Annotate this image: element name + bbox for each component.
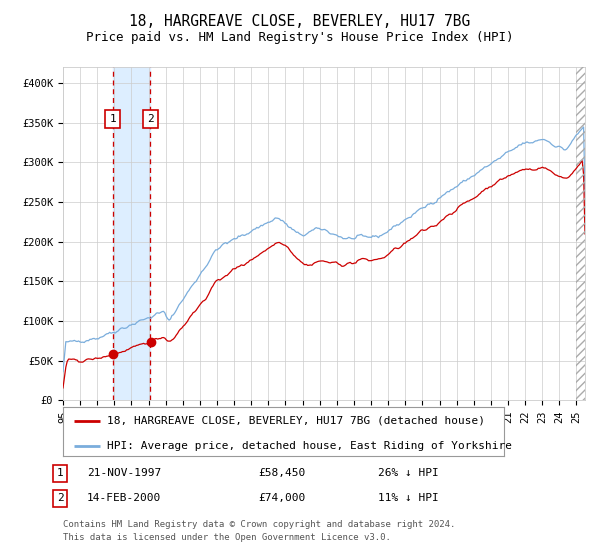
Text: 18, HARGREAVE CLOSE, BEVERLEY, HU17 7BG (detached house): 18, HARGREAVE CLOSE, BEVERLEY, HU17 7BG …: [107, 416, 485, 426]
Text: 1: 1: [56, 468, 64, 478]
Text: £58,450: £58,450: [258, 468, 305, 478]
Text: 18, HARGREAVE CLOSE, BEVERLEY, HU17 7BG: 18, HARGREAVE CLOSE, BEVERLEY, HU17 7BG: [130, 14, 470, 29]
Text: 21-NOV-1997: 21-NOV-1997: [87, 468, 161, 478]
Text: 11% ↓ HPI: 11% ↓ HPI: [378, 493, 439, 503]
Text: This data is licensed under the Open Government Licence v3.0.: This data is licensed under the Open Gov…: [63, 533, 391, 542]
Text: Price paid vs. HM Land Registry's House Price Index (HPI): Price paid vs. HM Land Registry's House …: [86, 31, 514, 44]
Text: HPI: Average price, detached house, East Riding of Yorkshire: HPI: Average price, detached house, East…: [107, 441, 512, 451]
Text: 26% ↓ HPI: 26% ↓ HPI: [378, 468, 439, 478]
Bar: [113, 67, 150, 400]
Text: 14-FEB-2000: 14-FEB-2000: [87, 493, 161, 503]
Text: Contains HM Land Registry data © Crown copyright and database right 2024.: Contains HM Land Registry data © Crown c…: [63, 520, 455, 529]
Bar: [577, 67, 585, 400]
Text: 2: 2: [147, 114, 154, 124]
Text: 1: 1: [109, 114, 116, 124]
Text: 2: 2: [56, 493, 64, 503]
Text: £74,000: £74,000: [258, 493, 305, 503]
